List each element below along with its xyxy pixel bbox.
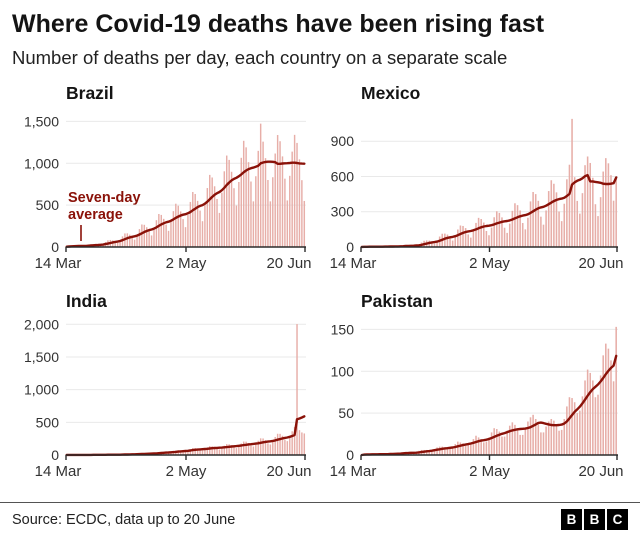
svg-text:50: 50 — [338, 405, 354, 421]
chart-grid: Brazil Seven-day average 0 500 1,000 1,500 1… — [12, 79, 628, 483]
svg-text:14 Mar: 14 Mar — [330, 463, 377, 480]
svg-text:20 Jun: 20 Jun — [578, 255, 623, 272]
svg-text:150: 150 — [331, 321, 355, 337]
chart-cell-pakistan: Pakistan 0 50 100 150 14 Mar 2 May 20 Jun — [324, 287, 628, 483]
svg-text:20 Jun: 20 Jun — [266, 463, 311, 480]
chart-india: India 0 500 1,000 1,500 2,000 14 Mar 2 May 20 J… — [24, 291, 312, 480]
chart-title-india: India — [66, 291, 107, 311]
svg-text:14 Mar: 14 Mar — [35, 463, 82, 480]
svg-text:1,500: 1,500 — [24, 349, 59, 365]
chart-cell-brazil: Brazil Seven-day average 0 500 1,000 1,500 1… — [12, 79, 316, 275]
svg-text:900: 900 — [331, 133, 355, 149]
chart-brazil: Brazil Seven-day average 0 500 1,000 1,500 1… — [24, 83, 312, 272]
page-subtitle: Number of deaths per day, each country o… — [12, 46, 508, 68]
svg-text:100: 100 — [331, 363, 355, 379]
svg-text:2 May: 2 May — [166, 255, 207, 272]
svg-text:500: 500 — [36, 414, 60, 430]
svg-text:500: 500 — [36, 197, 60, 213]
svg-text:1,000: 1,000 — [24, 155, 59, 171]
chart-title-brazil: Brazil — [66, 83, 114, 103]
bbc-logo-letter: B — [584, 509, 605, 530]
chart-cell-mexico: Mexico 0 300 600 900 14 Mar 2 May 20 Jun — [324, 79, 628, 275]
svg-text:20 Jun: 20 Jun — [578, 463, 623, 480]
seven-day-average-label-line2: average — [68, 207, 123, 223]
svg-text:2 May: 2 May — [166, 463, 207, 480]
svg-text:2 May: 2 May — [469, 255, 510, 272]
svg-text:0: 0 — [346, 239, 354, 255]
svg-text:14 Mar: 14 Mar — [35, 255, 82, 272]
chart-mexico: Mexico 0 300 600 900 14 Mar 2 May 20 Jun — [330, 83, 624, 272]
chart-title-mexico: Mexico — [361, 83, 420, 103]
source-text: Source: ECDC, data up to 20 June — [12, 511, 236, 528]
svg-text:2,000: 2,000 — [24, 316, 59, 332]
chart-cell-india: India 0 500 1,000 1,500 2,000 14 Mar 2 May 20 J… — [12, 287, 316, 483]
svg-text:2 May: 2 May — [469, 463, 510, 480]
bbc-logo-letter: C — [607, 509, 628, 530]
svg-text:300: 300 — [331, 203, 355, 219]
chart-pakistan: Pakistan 0 50 100 150 14 Mar 2 May 20 Jun — [330, 291, 624, 480]
bbc-logo-letter: B — [561, 509, 582, 530]
page-title: Where Covid-19 deaths have been rising f… — [12, 10, 545, 38]
chart-title-pakistan: Pakistan — [361, 291, 433, 311]
svg-text:0: 0 — [51, 239, 59, 255]
svg-text:600: 600 — [331, 168, 355, 184]
header: Where Covid-19 deaths have been rising f… — [12, 8, 628, 79]
svg-text:14 Mar: 14 Mar — [330, 255, 377, 272]
svg-text:0: 0 — [346, 447, 354, 463]
bbc-logo: B B C — [561, 509, 628, 530]
footer: Source: ECDC, data up to 20 June B B C — [0, 502, 640, 530]
svg-text:1,500: 1,500 — [24, 113, 59, 129]
svg-text:0: 0 — [51, 447, 59, 463]
svg-text:1,000: 1,000 — [24, 381, 59, 397]
svg-text:20 Jun: 20 Jun — [266, 255, 311, 272]
seven-day-average-label-line1: Seven-day — [68, 190, 141, 206]
